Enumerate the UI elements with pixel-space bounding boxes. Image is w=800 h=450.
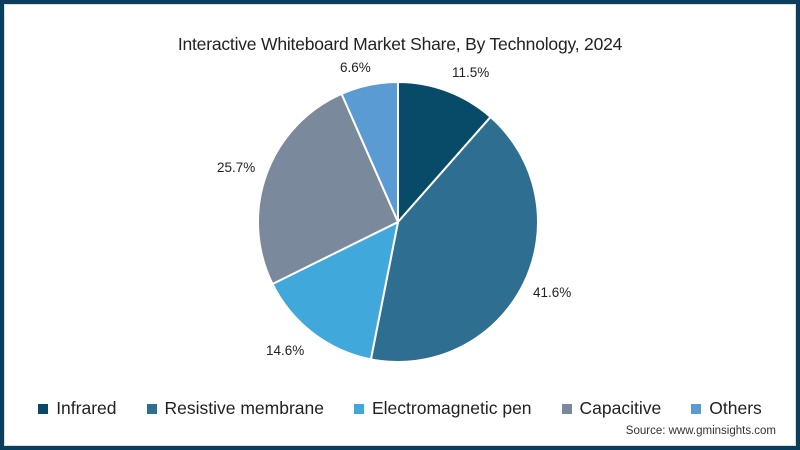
pie-slice-others	[340, 81, 399, 223]
pie-slice-electromagnetic-pen	[271, 221, 399, 361]
legend-swatch-icon	[691, 403, 702, 414]
label-resistive-membrane: 41.6%	[533, 285, 572, 300]
legend-swatch-icon	[38, 403, 49, 414]
pie-slice-infrared	[397, 81, 492, 223]
legend-label: Resistive membrane	[164, 398, 325, 418]
chart-legend: Infrared Resistive membrane Electromagne…	[0, 398, 800, 419]
pie-slice-capacitive	[257, 92, 399, 285]
legend-item-capacitive: Capacitive	[561, 398, 662, 419]
legend-item-others: Others	[691, 398, 762, 419]
legend-item-electromagnetic-pen: Electromagnetic pen	[354, 398, 532, 419]
legend-item-infrared: Infrared	[38, 398, 117, 419]
legend-label: Capacitive	[579, 398, 662, 418]
legend-label: Infrared	[56, 398, 117, 418]
label-capacitive: 25.7%	[217, 160, 256, 175]
pie-slice-resistive-membrane	[369, 115, 539, 363]
legend-label: Electromagnetic pen	[372, 398, 532, 418]
legend-swatch-icon	[146, 403, 157, 414]
label-electromagnetic-pen: 14.6%	[266, 343, 305, 358]
legend-swatch-icon	[561, 403, 572, 414]
label-infrared: 11.5%	[452, 65, 490, 80]
legend-item-resistive-membrane: Resistive membrane	[146, 398, 325, 419]
chart-title: Interactive Whiteboard Market Share, By …	[177, 34, 623, 54]
legend-swatch-icon	[354, 403, 364, 414]
legend-label: Others	[709, 398, 762, 418]
source-note: Source: www.gminsights.com	[625, 425, 776, 437]
label-others: 6.6%	[340, 60, 371, 75]
